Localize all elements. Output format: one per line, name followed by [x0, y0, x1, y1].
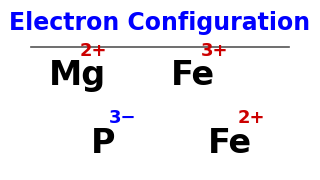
Text: 2+: 2+: [79, 42, 107, 60]
Text: Fe: Fe: [171, 59, 215, 92]
Text: 3+: 3+: [201, 42, 228, 60]
Text: Electron Configuration: Electron Configuration: [9, 11, 311, 35]
Text: 3−: 3−: [108, 109, 136, 127]
Text: 2+: 2+: [238, 109, 265, 127]
Text: Fe: Fe: [208, 127, 252, 160]
Text: Mg: Mg: [49, 59, 106, 92]
Text: P: P: [91, 127, 116, 160]
